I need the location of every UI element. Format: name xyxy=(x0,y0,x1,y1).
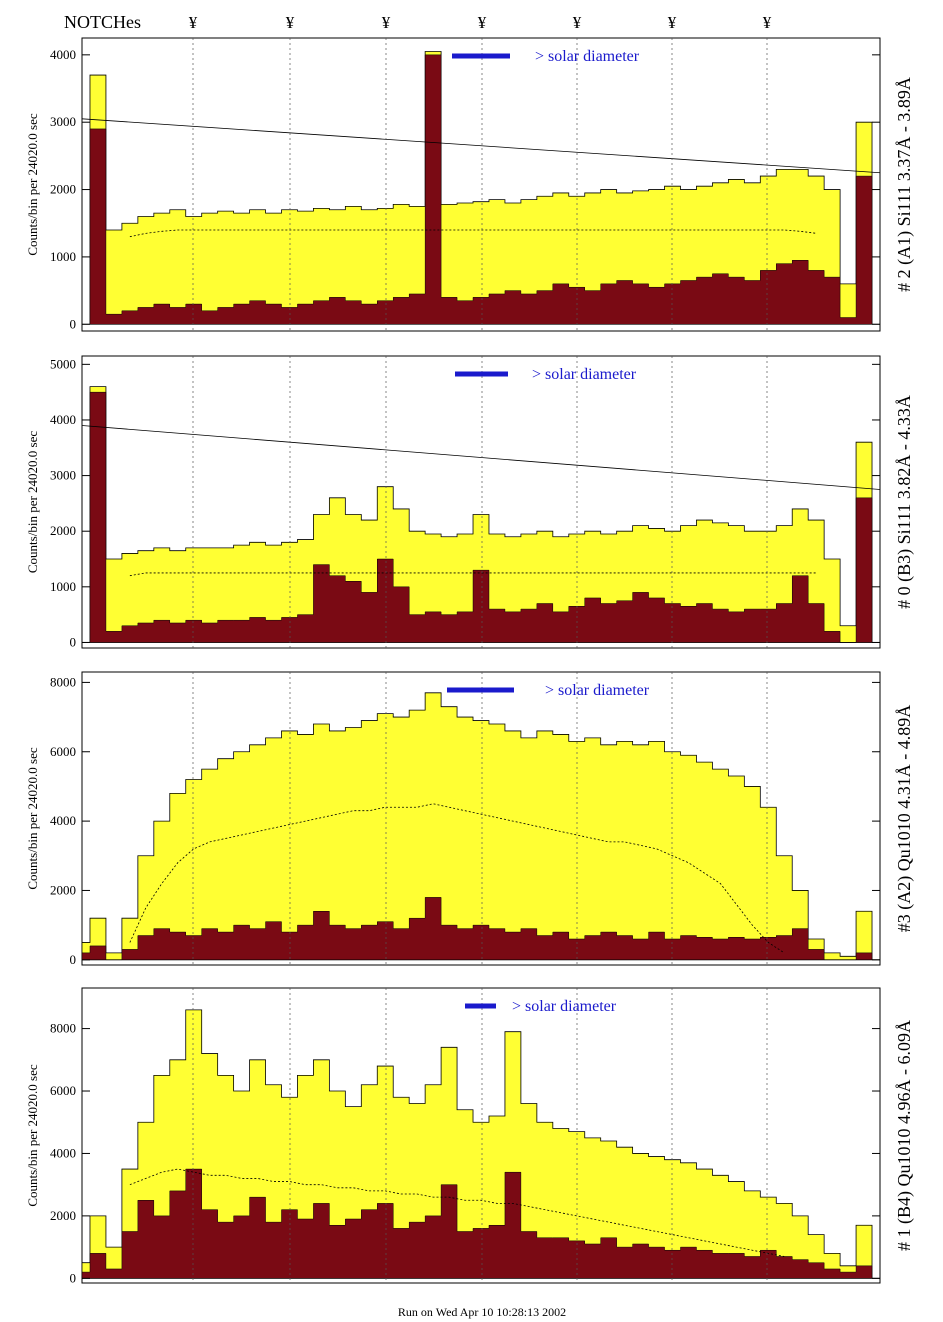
panel-title: # 1 (B4) Qu1010 4.96Å - 6.09Å xyxy=(894,1020,915,1251)
notch-markers: ¥ ¥ ¥ ¥ ¥ ¥ ¥ xyxy=(189,13,772,32)
y-tick-label: 2000 xyxy=(50,182,76,197)
solar-diameter-annotation: > solar diameter xyxy=(532,366,637,383)
y-tick-label: 4000 xyxy=(50,1145,76,1160)
series-total-area xyxy=(82,51,880,325)
notch-marker: ¥ xyxy=(478,13,487,32)
trend-line xyxy=(81,425,881,490)
y-axis-label: Counts/bin per 24020.0 sec xyxy=(25,747,40,889)
solar-diameter-annotation: > solar diameter xyxy=(545,682,650,699)
notches-label: NOTCHes xyxy=(64,12,141,32)
y-tick-label: 3000 xyxy=(50,114,76,129)
series-reference-line xyxy=(129,803,785,954)
notch-marker: ¥ xyxy=(382,13,391,32)
series-total-area xyxy=(82,386,880,643)
notch-marker: ¥ xyxy=(286,13,295,32)
panel-title: #3 (A2) Qu1010 4.31Å - 4.89Å xyxy=(894,705,915,932)
chart-panels: 0 1000 2000 3000 4000 Counts/bin per 24020.0 … xyxy=(25,37,915,1285)
series-lower-area xyxy=(82,391,880,643)
series-reference-line xyxy=(129,572,817,577)
y-tick-label: 0 xyxy=(70,952,77,967)
trend-line xyxy=(81,118,881,174)
solar-diameter-annotation: > solar diameter xyxy=(512,998,617,1015)
notch-marker: ¥ xyxy=(189,13,198,32)
series-reference-line xyxy=(129,229,817,238)
y-tick-label: 0 xyxy=(70,316,77,331)
y-axis-label: Counts/bin per 24020.0 sec xyxy=(25,1064,40,1206)
y-tick-label: 1000 xyxy=(50,579,76,594)
y-tick-label: 0 xyxy=(70,1270,77,1285)
y-tick-label: 2000 xyxy=(50,523,76,538)
notch-marker: ¥ xyxy=(668,13,677,32)
series-lower-area xyxy=(81,1168,880,1279)
y-tick-label: 8000 xyxy=(50,1021,76,1036)
y-tick-label: 0 xyxy=(70,634,77,649)
y-tick-label: 2000 xyxy=(50,882,76,897)
y-tick-label: 5000 xyxy=(50,356,76,371)
y-axis-label: Counts/bin per 24020.0 sec xyxy=(25,431,40,573)
y-tick-label: 3000 xyxy=(50,468,76,483)
y-tick-label: 4000 xyxy=(50,412,76,427)
y-tick-label: 4000 xyxy=(50,47,76,62)
series-total-area xyxy=(81,692,880,961)
run-timestamp: Run on Wed Apr 10 10:28:13 2002 xyxy=(398,1305,566,1319)
panel-0: 0 1000 2000 3000 4000 Counts/bin per 24020.0 … xyxy=(25,37,915,332)
notch-marker: ¥ xyxy=(763,13,772,32)
panel-1: 0 1000 2000 3000 4000 5000 Counts/bin per 2402… xyxy=(25,355,915,649)
y-tick-label: 2000 xyxy=(50,1208,76,1223)
panel-title: # 2 (A1) Si111 3.37Å - 3.89Å xyxy=(894,77,915,292)
solar-diameter-annotation: > solar diameter xyxy=(535,48,640,65)
notch-marker: ¥ xyxy=(573,13,582,32)
y-tick-label: 6000 xyxy=(50,744,76,759)
panel-2: 0 2000 4000 6000 8000 Counts/bin per 24020.0 … xyxy=(25,671,915,967)
series-lower-area xyxy=(81,897,880,961)
y-tick-label: 8000 xyxy=(50,674,76,689)
y-tick-label: 6000 xyxy=(50,1083,76,1098)
panel-title: # 0 (B3) Si111 3.82Å - 4.33Å xyxy=(894,395,915,609)
y-tick-label: 1000 xyxy=(50,249,76,264)
y-tick-label: 4000 xyxy=(50,813,76,828)
y-axis-label: Counts/bin per 24020.0 sec xyxy=(25,113,40,255)
series-reference-line xyxy=(129,1168,785,1257)
series-lower-area xyxy=(82,54,880,325)
panel-3: 0 2000 4000 6000 8000 Counts/bin per 24020.0 … xyxy=(25,987,915,1285)
